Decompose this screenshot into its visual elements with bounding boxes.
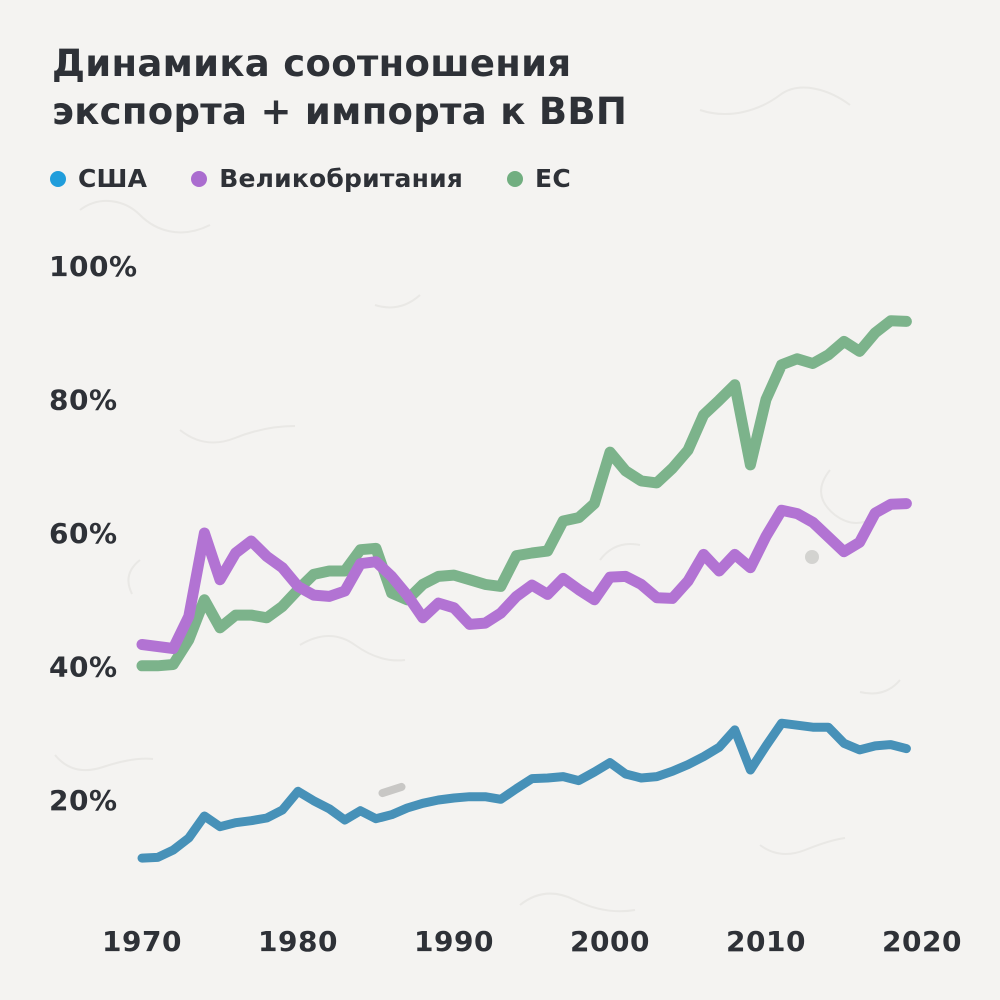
x-axis-tick-label: 2020 [882,925,962,958]
series-lines [136,315,912,863]
legend-item-usa: США [50,164,147,193]
x-axis-tick-label: 1980 [258,925,338,958]
legend-label-eu: ЕС [535,164,571,193]
y-axis-tick-label: 20% [49,784,118,817]
legend-label-uk: Великобритания [219,164,464,193]
chart-title-line1: Динамика соотношения [52,42,572,85]
legend-dot-uk-icon [191,170,208,187]
series-eu-line [136,315,912,672]
y-axis-tick-label: 80% [49,384,118,417]
legend-item-uk: Великобритания [191,164,463,193]
legend-dot-usa-icon [50,170,66,187]
x-axis-tick-label: 2010 [726,925,806,958]
legend-dot-eu-icon [507,170,524,187]
series-usa-line [137,718,911,863]
legend-label-usa: США [78,164,148,193]
series-uk-line [136,498,912,654]
chart-title: Динамика соотношения экспорта + импорта … [52,40,627,136]
y-axis-labels: 100% 80% 60% 40% 20% [49,250,138,817]
legend: США Великобритания ЕС [50,164,571,193]
x-axis-tick-label: 2000 [570,925,650,958]
legend-item-eu: ЕС [507,164,571,193]
paper-specks [378,550,819,798]
y-axis-tick-label: 40% [49,651,118,684]
chart-title-line2: экспорта + импорта к ВВП [52,90,628,133]
x-axis-labels: 1970 1980 1990 2000 2010 2020 [102,925,962,958]
y-axis-tick-label: 60% [49,517,118,550]
x-axis-tick-label: 1970 [102,925,182,958]
x-axis-tick-label: 1990 [414,925,494,958]
y-axis-tick-label: 100% [49,250,138,283]
